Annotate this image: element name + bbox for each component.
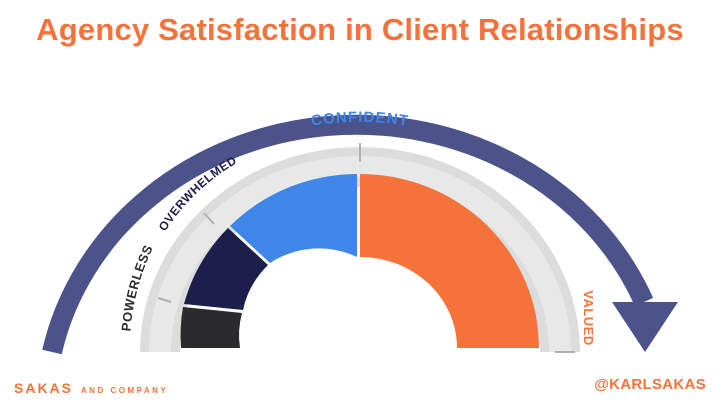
brand-logo: SAKAS AND COMPANY (14, 380, 168, 396)
social-handle: @KARLSAKAS (594, 376, 706, 393)
label-valued: VALUED (581, 290, 596, 345)
segment-valued (360, 174, 539, 348)
segment-powerless (180, 307, 242, 348)
gauge-segments (180, 174, 539, 348)
segment-overwhelmed (184, 228, 268, 310)
segment-confident (230, 174, 357, 263)
label-confident: CONFIDENT (310, 109, 410, 130)
brand-name: SAKAS (14, 380, 74, 396)
pipeline-arrow (42, 114, 678, 355)
brand-subtitle: AND COMPANY (80, 386, 169, 395)
gauge-track (140, 143, 580, 353)
pipeline-label: PIPELINE (322, 61, 408, 80)
page-title: Agency Satisfaction in Client Relationsh… (36, 12, 684, 47)
